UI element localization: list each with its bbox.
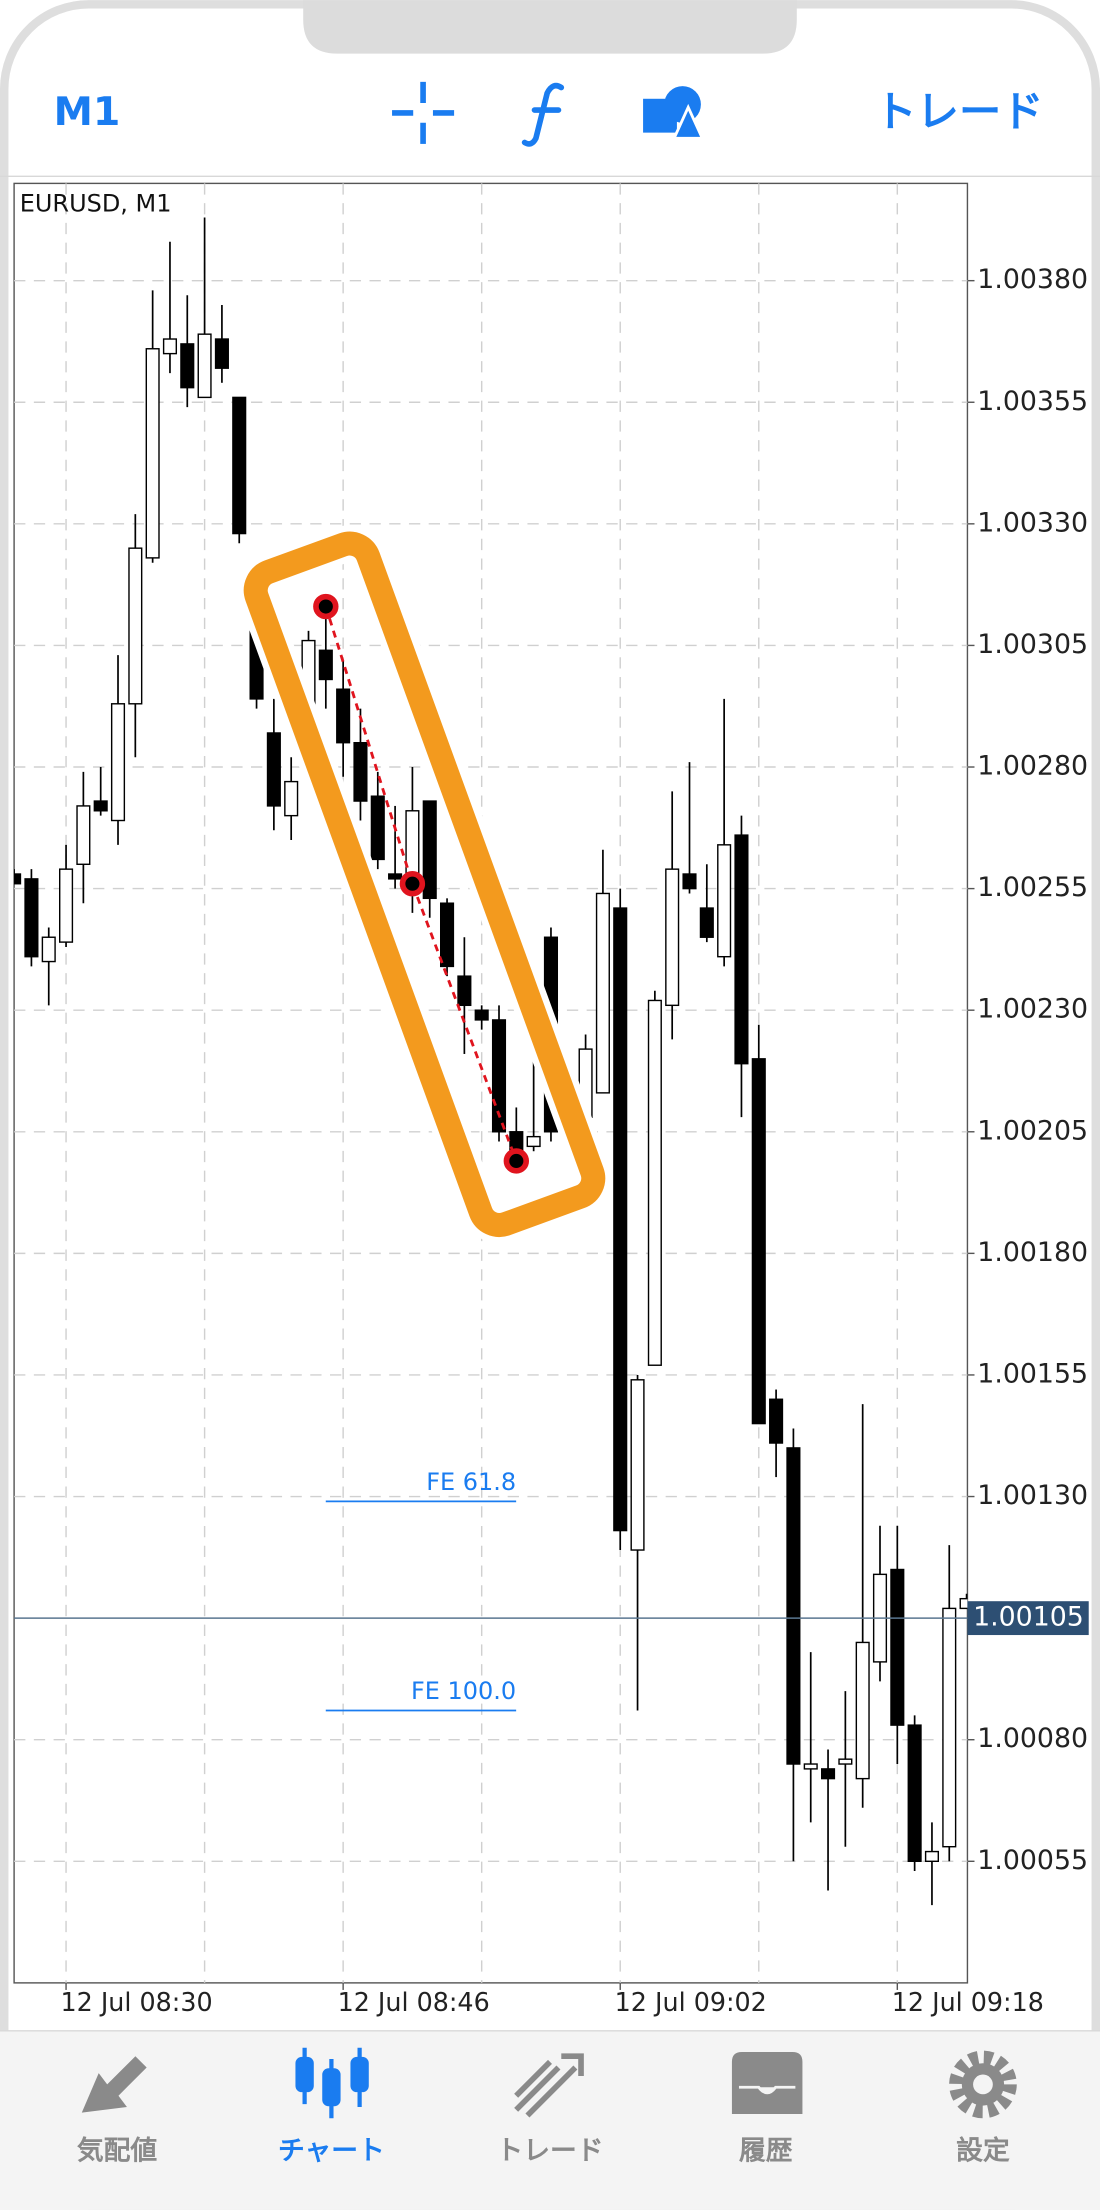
timeframe-button[interactable]: M1 — [54, 89, 121, 135]
indicator-icon[interactable] — [521, 82, 565, 147]
candle-body — [145, 348, 160, 559]
candle-body — [803, 1763, 818, 1770]
candle-body — [734, 834, 749, 1065]
y-tick-label: 1.00280 — [977, 751, 1088, 782]
fe-level-label: FE 61.8 — [426, 1468, 516, 1496]
candle-body — [769, 1398, 784, 1444]
fib-point — [399, 871, 426, 897]
candle-body — [890, 1568, 905, 1726]
overlay: FE 61.8 FE 100.0 1.00105 — [14, 593, 1089, 1712]
fe-level-label: FE 100.0 — [411, 1677, 516, 1705]
candle-body — [630, 1379, 645, 1551]
candle-body — [942, 1607, 957, 1848]
candle-body — [838, 1758, 853, 1765]
tab-label[interactable]: 履歴 — [739, 2136, 793, 2167]
candle-body — [353, 741, 368, 802]
candle-body — [422, 800, 437, 900]
candle-body — [613, 907, 628, 1532]
candle-body — [232, 396, 247, 535]
tab-label[interactable]: 気配値 — [77, 2135, 158, 2167]
y-tick-label: 1.00080 — [977, 1723, 1088, 1754]
tab-icons — [81, 2047, 1017, 2119]
candle-body — [59, 868, 74, 943]
y-tick-label: 1.00155 — [977, 1358, 1088, 1389]
candle-body — [128, 547, 143, 705]
candle-body — [93, 800, 108, 812]
x-tick-label: 12 Jul 08:46 — [338, 1987, 490, 2017]
candle-body — [924, 1850, 940, 1863]
fib-point — [503, 1148, 530, 1174]
objects-icon[interactable] — [643, 86, 705, 140]
x-tick-label: 12 Jul 08:30 — [60, 1987, 212, 2017]
quotes-icon[interactable] — [81, 2056, 147, 2113]
candle-body — [24, 878, 39, 958]
candle-body — [336, 688, 351, 744]
candle-body — [266, 732, 281, 807]
y-tick-label: 1.00255 — [977, 872, 1088, 903]
trade-button[interactable]: トレード — [874, 87, 1043, 136]
candle-body — [751, 1058, 766, 1425]
y-tick-label: 1.00355 — [977, 386, 1088, 417]
y-tick-label: 1.00305 — [977, 629, 1088, 660]
y-tick-label: 1.00180 — [977, 1237, 1088, 1268]
fib-path — [324, 606, 518, 1162]
candle-body — [388, 873, 403, 880]
y-tick-label: 1.00130 — [977, 1480, 1088, 1511]
candle-body — [110, 703, 126, 822]
candle-body — [76, 805, 91, 865]
candle-body — [820, 1768, 836, 1780]
x-tick-label: 12 Jul 09:18 — [892, 1987, 1044, 2017]
candle-body — [14, 873, 22, 885]
candle-body — [180, 343, 195, 389]
candle-body — [318, 649, 333, 681]
candle-body — [959, 1597, 968, 1610]
y-tick-label: 1.00205 — [977, 1115, 1088, 1146]
candle-body — [41, 936, 56, 963]
candle-body — [440, 902, 455, 968]
candle-body — [855, 1641, 870, 1780]
tab-label[interactable]: 設定 — [956, 2135, 1010, 2167]
candle-body — [457, 975, 472, 1007]
y-tick-label: 1.00055 — [977, 1845, 1088, 1876]
candle-body — [197, 333, 212, 399]
candle-body — [370, 795, 385, 861]
tab-label[interactable]: チャート — [278, 2136, 385, 2167]
chart-title: EURUSD, M1 — [20, 190, 172, 218]
y-tick-label: 1.00330 — [977, 507, 1088, 538]
trade-icon[interactable] — [514, 2053, 584, 2118]
x-tick-label: 12 Jul 09:02 — [615, 1987, 767, 2017]
y-tick-label: 1.00230 — [977, 994, 1088, 1025]
settings-icon[interactable] — [949, 2050, 1017, 2119]
plot-area — [13, 182, 969, 1984]
current-price-box — [967, 1601, 1089, 1636]
candle-body — [595, 892, 610, 1094]
notch — [303, 0, 797, 54]
candle-body — [665, 868, 680, 1007]
current-price-label: 1.00105 — [973, 1602, 1084, 1633]
candle-body — [717, 844, 732, 958]
candle-body — [474, 1009, 489, 1021]
candle-body — [214, 338, 229, 369]
fib-point — [313, 593, 339, 620]
tab-label[interactable]: トレード — [496, 2136, 603, 2167]
candle-body — [162, 338, 178, 355]
chart-icon[interactable] — [295, 2047, 369, 2119]
candle-body — [907, 1724, 922, 1863]
highlight — [237, 525, 612, 1244]
candle-body — [699, 907, 714, 938]
crosshair-icon[interactable] — [392, 81, 455, 144]
history-icon[interactable] — [729, 2049, 806, 2117]
candle-body — [284, 780, 299, 817]
candle-body — [682, 873, 697, 890]
candle-body — [526, 1135, 541, 1148]
candle-body — [647, 999, 662, 1366]
y-tick-label: 1.00380 — [977, 264, 1088, 295]
tab-bar — [0, 2030, 1100, 2210]
candle-body — [786, 1447, 801, 1765]
